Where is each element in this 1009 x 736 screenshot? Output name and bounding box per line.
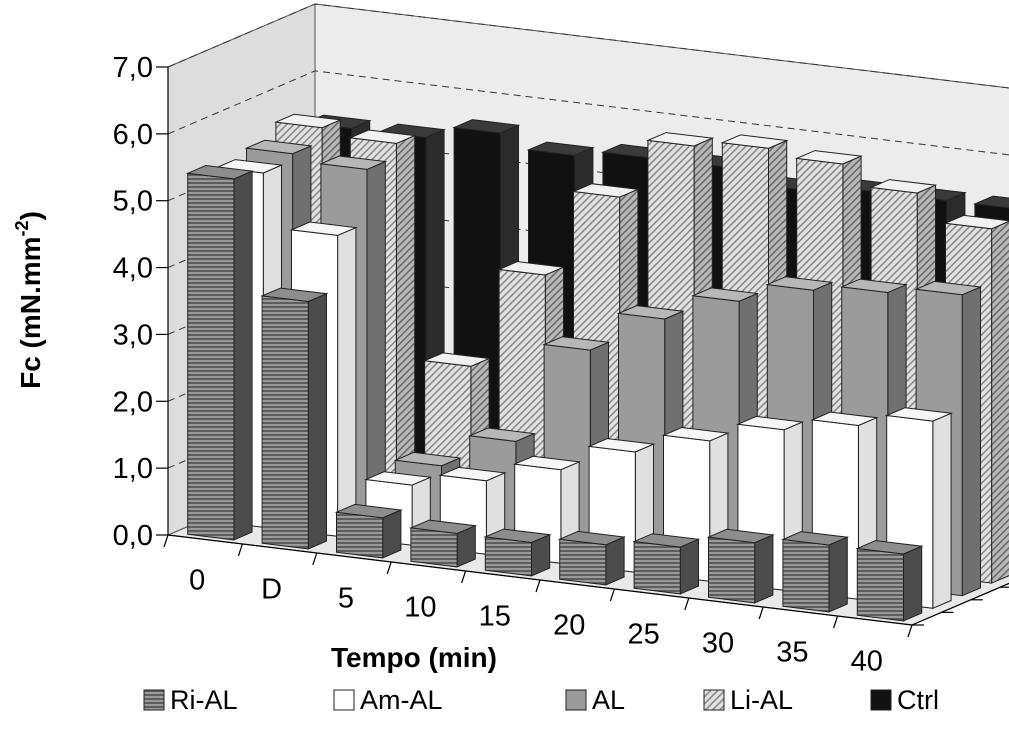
- x-tick-label: 15: [479, 601, 511, 633]
- bar-Ri-AL-30: [709, 529, 773, 603]
- x-tick: [238, 544, 242, 556]
- x-tick: [834, 616, 838, 628]
- legend-item-Li-AL: Li-AL: [704, 685, 793, 715]
- legend-swatch: [144, 690, 164, 710]
- y-tick-label: 7,0: [113, 52, 153, 84]
- x-tick: [164, 535, 168, 547]
- x-tick: [908, 625, 912, 637]
- legend-item-Ctrl: Ctrl: [871, 685, 939, 715]
- legend-label: Am-AL: [360, 685, 443, 715]
- legend-label: Ctrl: [897, 685, 939, 715]
- y-tick-label: 3,0: [113, 319, 153, 351]
- y-tick-label: 0,0: [113, 520, 153, 552]
- x-tick-label: 20: [553, 610, 585, 642]
- x-tick: [685, 598, 689, 610]
- legend-swatch: [566, 690, 586, 710]
- bar-Ri-AL-15: [485, 529, 549, 576]
- legend: Ri-AL Am-AL AL Li-AL Ctrl: [144, 685, 939, 715]
- y-axis-title: Fc (mN.mm-2): [12, 211, 46, 389]
- legend-label: AL: [592, 685, 625, 715]
- x-tick-label: 35: [776, 637, 808, 669]
- legend-swatch: [704, 690, 724, 710]
- legend-item-Am-AL: Am-AL: [334, 685, 443, 715]
- x-tick-label: 5: [338, 583, 354, 615]
- bar-Ri-AL-0: [188, 166, 252, 540]
- x-tick-label: 40: [851, 646, 883, 678]
- x-tick: [313, 553, 317, 565]
- y-tick-label: 6,0: [113, 119, 153, 151]
- y-tick-label: 4,0: [113, 253, 153, 285]
- legend-swatch: [334, 690, 354, 710]
- bar-Ri-AL-10: [411, 520, 475, 567]
- x-tick: [387, 562, 391, 574]
- x-tick-label: 25: [627, 619, 659, 651]
- bar-Ri-AL-25: [634, 534, 698, 594]
- legend-swatch: [871, 690, 891, 710]
- y-axis-title-superscript: -2: [12, 220, 32, 236]
- legend-item-Ri-AL: Ri-AL: [144, 685, 238, 715]
- legend-label: Ri-AL: [170, 685, 238, 715]
- y-tick-label: 5,0: [113, 186, 153, 218]
- bar-Ri-AL-35: [783, 532, 847, 612]
- bar-Ri-AL-40: [857, 541, 921, 621]
- x-tick-label: 0: [189, 565, 205, 597]
- x-tick: [536, 580, 540, 592]
- x-tick-label: 30: [702, 628, 734, 660]
- x-tick-label: D: [261, 574, 282, 606]
- y-axis-title-end: ): [15, 211, 46, 220]
- y-tick-label: 2,0: [113, 386, 153, 418]
- bar-Ri-AL-5: [337, 504, 401, 558]
- legend-label: Li-AL: [730, 685, 793, 715]
- x-tick-label: 10: [404, 592, 436, 624]
- x-axis-title: Tempo (min): [331, 642, 497, 673]
- bar-Ri-AL-D: [262, 288, 326, 549]
- x-tick: [610, 589, 614, 601]
- y-tick-label: 1,0: [113, 453, 153, 485]
- chart-bars: [188, 114, 1009, 621]
- x-tick: [462, 571, 466, 583]
- bar-Ri-AL-20: [560, 531, 624, 585]
- legend-item-AL: AL: [566, 685, 625, 715]
- x-tick: [759, 607, 763, 619]
